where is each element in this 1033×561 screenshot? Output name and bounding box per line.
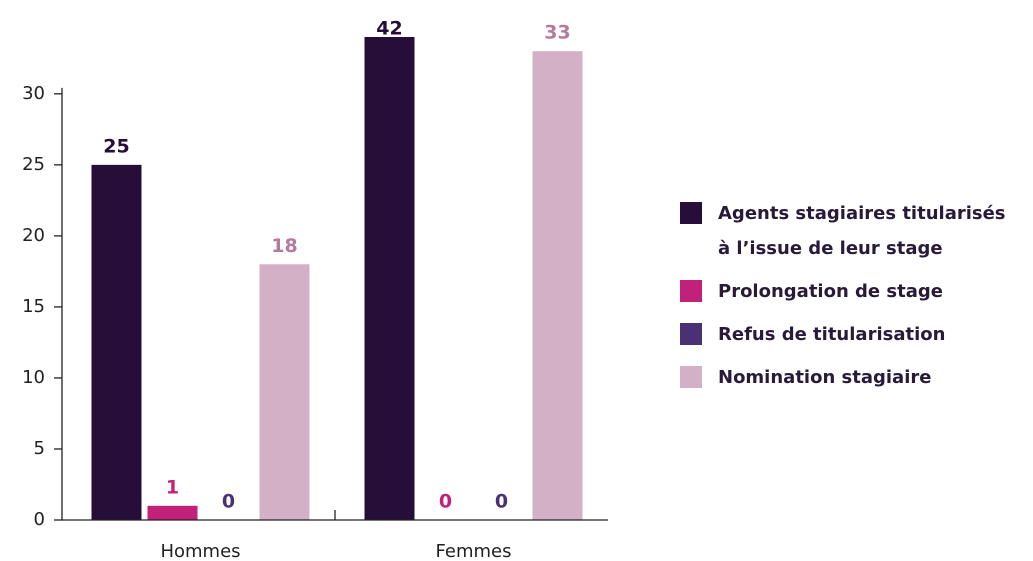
- y-tick-label: 0: [34, 509, 45, 530]
- y-tick-label: 15: [22, 296, 45, 317]
- legend-label: Agents stagiaires titularisés à l’issue …: [718, 203, 1006, 259]
- legend-label: Nomination stagiaire: [718, 367, 932, 388]
- legend-swatch: [680, 366, 702, 388]
- legend-label: Prolongation de stage: [718, 281, 943, 302]
- value-label: 0: [439, 491, 452, 513]
- legend-item: Nomination stagiaire: [680, 360, 1030, 395]
- value-label: 0: [222, 491, 235, 513]
- x-tick-label: Femmes: [436, 541, 512, 561]
- bars: [91, 37, 583, 521]
- legend-swatch: [680, 323, 702, 345]
- legend-item: Agents stagiaires titularisés à l’issue …: [680, 196, 1030, 266]
- legend-swatch: [680, 202, 702, 224]
- y-tick-label: 20: [22, 225, 45, 246]
- legend-item: Prolongation de stage: [680, 274, 1030, 309]
- y-tick-label: 5: [34, 438, 45, 459]
- legend-swatch: [680, 280, 702, 302]
- bar: [364, 37, 415, 520]
- y-tick-label: 25: [22, 154, 45, 175]
- legend: Agents stagiaires titularisés à l’issue …: [680, 196, 1030, 403]
- y-tick-label: 10: [22, 367, 45, 388]
- value-label: 1: [166, 476, 179, 498]
- legend-label: Refus de titularisation: [718, 324, 946, 345]
- value-label: 33: [544, 22, 570, 44]
- bar: [259, 264, 310, 520]
- value-label: 42: [376, 18, 402, 40]
- legend-item: Refus de titularisation: [680, 317, 1030, 352]
- value-label: 18: [271, 235, 297, 257]
- bar: [532, 51, 583, 521]
- bar: [91, 164, 142, 520]
- x-tick-label: Hommes: [160, 541, 240, 561]
- value-label: 0: [495, 491, 508, 513]
- value-label: 25: [103, 135, 129, 157]
- bar: [147, 505, 198, 520]
- y-tick-label: 30: [22, 83, 45, 104]
